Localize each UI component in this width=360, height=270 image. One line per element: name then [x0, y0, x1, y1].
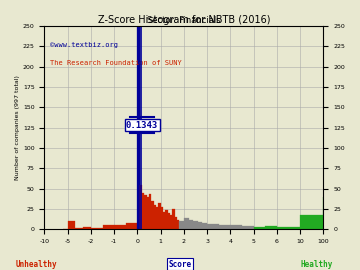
Bar: [91, 228, 103, 230]
Text: The Research Foundation of SUNY: The Research Foundation of SUNY: [50, 60, 182, 66]
Bar: [168, 213, 170, 230]
Bar: [207, 224, 219, 230]
Bar: [83, 227, 91, 230]
Bar: [114, 225, 126, 230]
Bar: [144, 195, 147, 229]
Bar: [219, 225, 230, 230]
Text: Healthy: Healthy: [301, 260, 333, 269]
Bar: [75, 228, 83, 230]
Bar: [161, 207, 163, 230]
Bar: [277, 227, 300, 230]
Bar: [300, 215, 323, 230]
Bar: [179, 221, 184, 229]
Bar: [242, 226, 254, 230]
Text: 0.1343: 0.1343: [126, 121, 158, 130]
Bar: [140, 185, 142, 230]
Bar: [165, 210, 168, 230]
Bar: [68, 221, 75, 229]
Bar: [147, 197, 149, 230]
Text: Score: Score: [168, 260, 192, 269]
Bar: [193, 221, 198, 229]
Bar: [126, 223, 138, 230]
Bar: [163, 212, 165, 230]
Bar: [254, 227, 265, 230]
Text: Sector: Financials: Sector: Financials: [147, 16, 221, 25]
Bar: [156, 207, 158, 230]
Bar: [175, 217, 177, 230]
Text: Unhealthy: Unhealthy: [15, 260, 57, 269]
Bar: [142, 193, 144, 230]
Bar: [158, 203, 161, 230]
Bar: [138, 26, 140, 230]
Bar: [151, 201, 154, 230]
Bar: [230, 225, 242, 230]
Title: Z-Score Histogram for NBTB (2016): Z-Score Histogram for NBTB (2016): [98, 15, 270, 25]
Bar: [265, 226, 277, 230]
Text: ©www.textbiz.org: ©www.textbiz.org: [50, 42, 118, 48]
Bar: [154, 205, 156, 230]
Bar: [177, 220, 179, 229]
Bar: [202, 223, 207, 230]
Bar: [63, 229, 68, 230]
Bar: [198, 222, 202, 230]
Bar: [170, 215, 172, 230]
Bar: [172, 209, 175, 230]
Bar: [189, 220, 193, 229]
Y-axis label: Number of companies (997 total): Number of companies (997 total): [15, 75, 20, 180]
Bar: [149, 194, 151, 230]
Bar: [103, 225, 114, 230]
Bar: [184, 218, 189, 230]
